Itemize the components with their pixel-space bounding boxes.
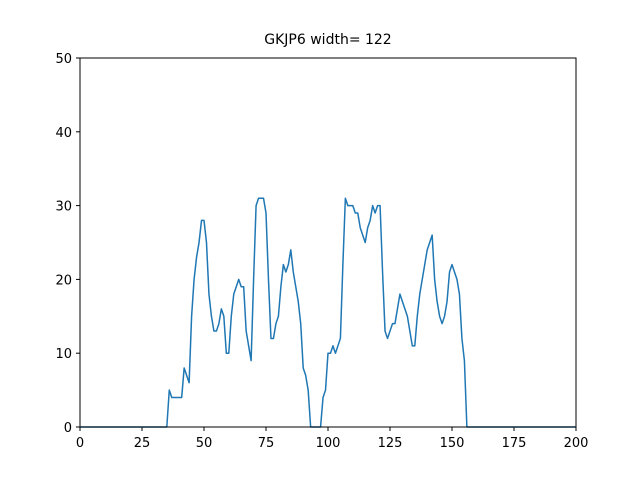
x-tick-label: 50 xyxy=(196,436,213,451)
x-tick-label: 150 xyxy=(440,436,465,451)
y-tick-label: 20 xyxy=(55,273,72,288)
x-tick-label: 100 xyxy=(316,436,341,451)
x-tick-label: 175 xyxy=(502,436,527,451)
y-tick-label: 0 xyxy=(64,421,72,436)
plot-frame xyxy=(79,57,577,428)
y-tick-label: 10 xyxy=(55,347,72,362)
y-tick-label: 30 xyxy=(55,200,72,215)
x-tick-label: 75 xyxy=(258,436,275,451)
x-tick-label: 200 xyxy=(564,436,589,451)
chart-title: GKJP6 width= 122 xyxy=(264,32,391,48)
y-tick-label: 50 xyxy=(55,52,72,67)
y-tick-label: 40 xyxy=(55,126,72,141)
x-tick-label: 25 xyxy=(134,436,151,451)
x-tick-label: 125 xyxy=(378,436,403,451)
x-tick-label: 0 xyxy=(76,436,84,451)
